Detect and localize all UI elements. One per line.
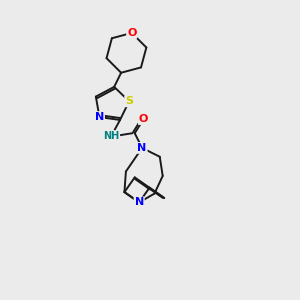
Text: NH: NH xyxy=(103,131,119,141)
Text: N: N xyxy=(134,197,144,207)
Text: S: S xyxy=(125,96,133,106)
Text: N: N xyxy=(95,112,104,122)
Text: O: O xyxy=(139,114,148,124)
Text: O: O xyxy=(127,28,136,38)
Text: N: N xyxy=(137,143,147,153)
